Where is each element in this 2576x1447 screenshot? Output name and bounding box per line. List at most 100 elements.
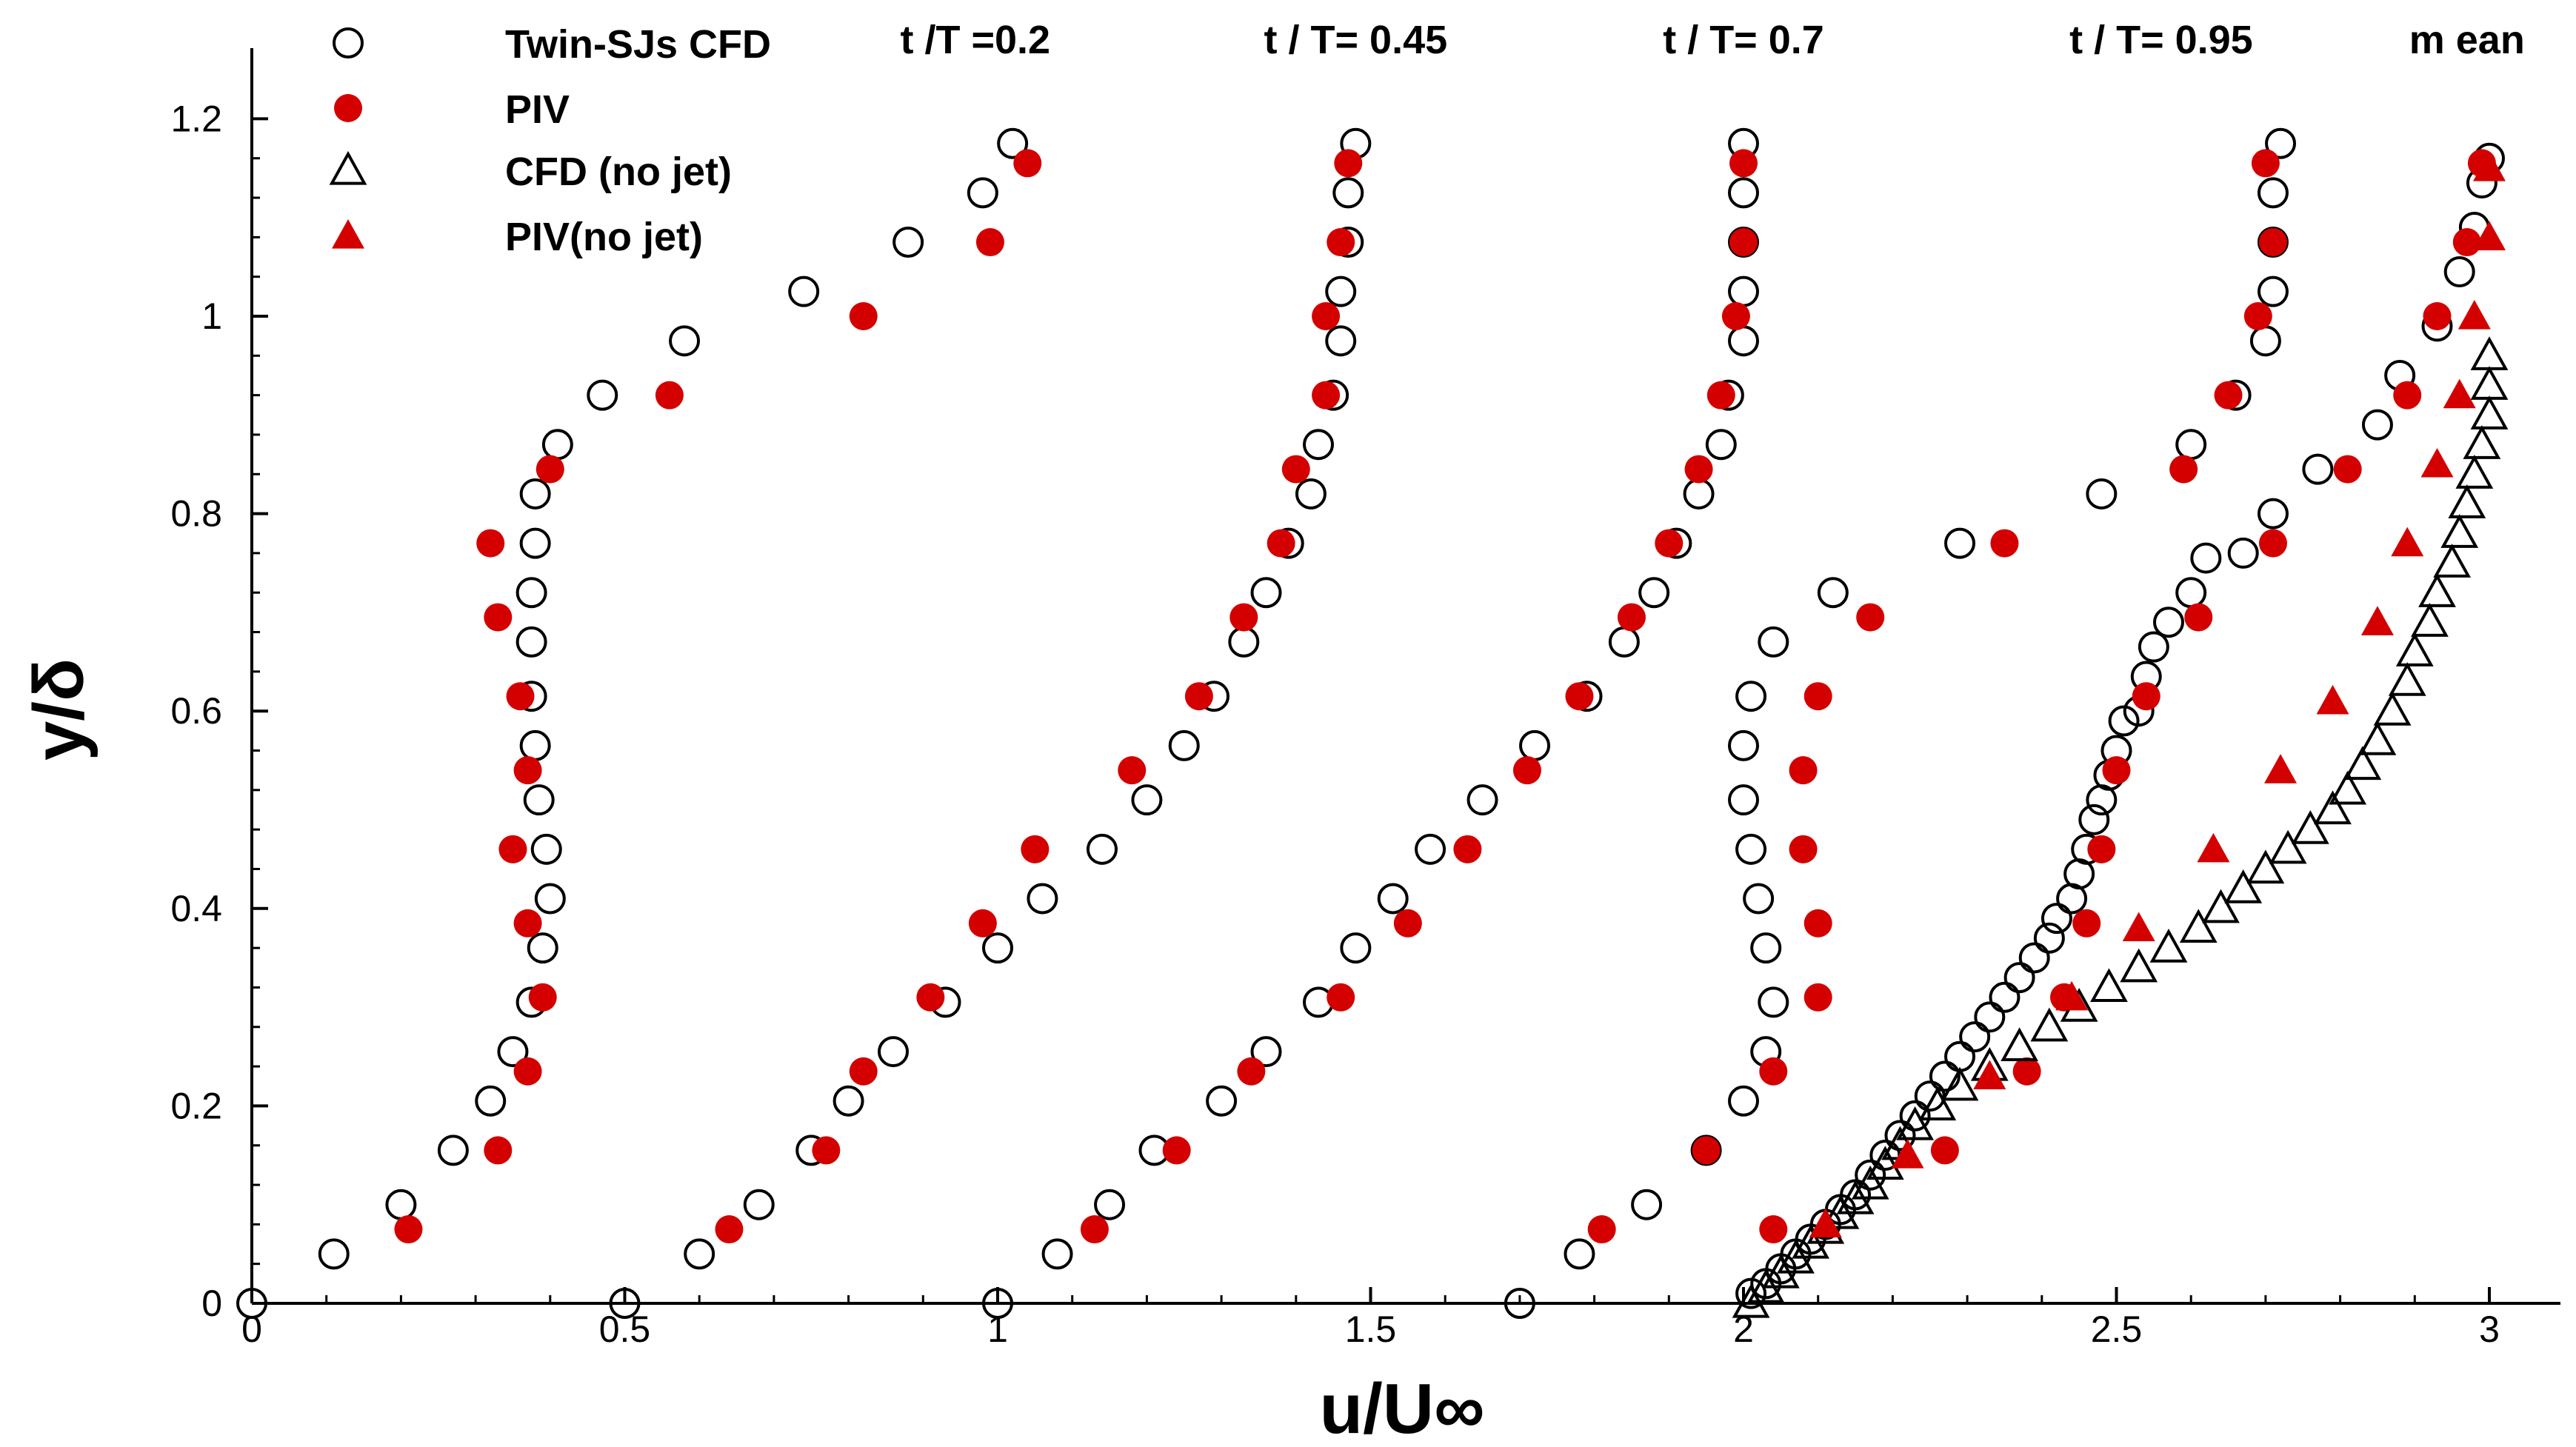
data-point bbox=[1094, 1189, 1126, 1220]
data-point bbox=[1728, 177, 1759, 209]
data-point bbox=[1803, 909, 1832, 938]
data-point bbox=[2393, 381, 2422, 410]
data-point bbox=[1281, 455, 1310, 484]
data-point bbox=[1728, 275, 1759, 307]
data-point bbox=[2358, 721, 2397, 755]
data-point bbox=[2018, 942, 2050, 974]
legend-label: PIV bbox=[505, 87, 570, 132]
data-point bbox=[968, 909, 997, 938]
data-point bbox=[1851, 1165, 1889, 1200]
data-point bbox=[2149, 929, 2188, 963]
data-point bbox=[476, 529, 505, 558]
data-point bbox=[1086, 833, 1118, 865]
data-point bbox=[1706, 381, 1735, 410]
data-point bbox=[1608, 626, 1640, 658]
data-point bbox=[534, 883, 566, 915]
data-point bbox=[1638, 577, 1670, 609]
data-point bbox=[1944, 1040, 1976, 1072]
legend: Twin-SJs CFD PIV CFD (no jet) PIV(no jet) bbox=[329, 22, 771, 259]
data-point bbox=[2457, 300, 2491, 330]
series-cfd-no-jet- bbox=[1732, 336, 2509, 1318]
data-point bbox=[2030, 1007, 2069, 1042]
data-point bbox=[515, 577, 547, 609]
data-point bbox=[1803, 682, 1832, 711]
data-point bbox=[519, 729, 551, 761]
data-point bbox=[1325, 325, 1357, 357]
data-point bbox=[1729, 149, 1758, 178]
data-point bbox=[2257, 275, 2289, 307]
data-point bbox=[2373, 692, 2412, 726]
data-point bbox=[1466, 784, 1498, 816]
data-point bbox=[2086, 478, 2118, 509]
data-point bbox=[475, 1085, 507, 1117]
data-point bbox=[1974, 1001, 2006, 1033]
data-point bbox=[2190, 542, 2222, 574]
y-axis-label: y/δ bbox=[19, 658, 99, 761]
data-point bbox=[2055, 980, 2089, 1011]
data-point bbox=[916, 983, 945, 1012]
data-point bbox=[1041, 1238, 1073, 1270]
data-point bbox=[1743, 883, 1775, 915]
data-point bbox=[2184, 603, 2213, 632]
data-point bbox=[1334, 149, 1363, 178]
data-point bbox=[385, 1189, 417, 1220]
data-point bbox=[1735, 681, 1767, 712]
data-point bbox=[1683, 478, 1715, 509]
data-point bbox=[1131, 784, 1163, 816]
data-point bbox=[1809, 1208, 1842, 1237]
data-point bbox=[2169, 455, 2198, 484]
data-point bbox=[1684, 455, 1713, 484]
data-point bbox=[1866, 1146, 1904, 1180]
legend-item: CFD (no jet) bbox=[329, 150, 732, 194]
data-point bbox=[1692, 1136, 1721, 1165]
data-point bbox=[513, 909, 542, 938]
data-point bbox=[1918, 1086, 1957, 1120]
data-point bbox=[2452, 228, 2481, 257]
series-twin-sjs-cfd-t-t-0-2 bbox=[236, 127, 1029, 1319]
data-point bbox=[2132, 682, 2160, 711]
data-point bbox=[1332, 177, 1364, 209]
data-point bbox=[1453, 835, 1482, 863]
data-point bbox=[1250, 577, 1282, 609]
data-point bbox=[1564, 1238, 1595, 1270]
data-point bbox=[2361, 409, 2393, 441]
data-point bbox=[1027, 883, 1058, 915]
data-point bbox=[975, 228, 1004, 257]
data-point bbox=[1721, 302, 1750, 330]
data-point bbox=[1758, 986, 1789, 1018]
phase-label: t /T =0.2 bbox=[900, 18, 1050, 62]
data-point bbox=[1855, 1159, 1886, 1191]
data-point bbox=[669, 325, 701, 357]
x-tick-label: 3 bbox=[2479, 1309, 2500, 1350]
data-point bbox=[2395, 632, 2434, 666]
data-point bbox=[2433, 544, 2472, 578]
data-point bbox=[1930, 1136, 1959, 1165]
data-point bbox=[2316, 684, 2349, 715]
data-point bbox=[236, 1288, 267, 1319]
data-point bbox=[484, 603, 513, 632]
data-point bbox=[1393, 909, 1422, 938]
data-point bbox=[1959, 1021, 1991, 1053]
data-point bbox=[530, 833, 562, 865]
data-point bbox=[2152, 606, 2184, 638]
series-twin-sjs-cfd-mean bbox=[1735, 142, 2505, 1309]
y-tick-label: 1 bbox=[201, 295, 222, 337]
data-point bbox=[1267, 529, 1295, 558]
data-point bbox=[2122, 912, 2155, 942]
data-point bbox=[535, 455, 564, 484]
data-point bbox=[2302, 453, 2334, 485]
data-point bbox=[519, 478, 551, 509]
phase-label: t / T= 0.45 bbox=[1264, 18, 1448, 62]
data-point bbox=[849, 302, 878, 330]
data-point bbox=[1705, 429, 1737, 461]
data-point bbox=[2269, 829, 2307, 864]
data-point bbox=[2102, 756, 2131, 785]
phase-label: m ean bbox=[2409, 18, 2525, 62]
data-point bbox=[1973, 1060, 2006, 1090]
legend-label: CFD (no jet) bbox=[505, 150, 732, 194]
data-point bbox=[437, 1134, 469, 1166]
data-point bbox=[2418, 573, 2456, 607]
data-point bbox=[849, 1057, 878, 1086]
data-point bbox=[1295, 478, 1327, 509]
data-point bbox=[2420, 447, 2454, 478]
